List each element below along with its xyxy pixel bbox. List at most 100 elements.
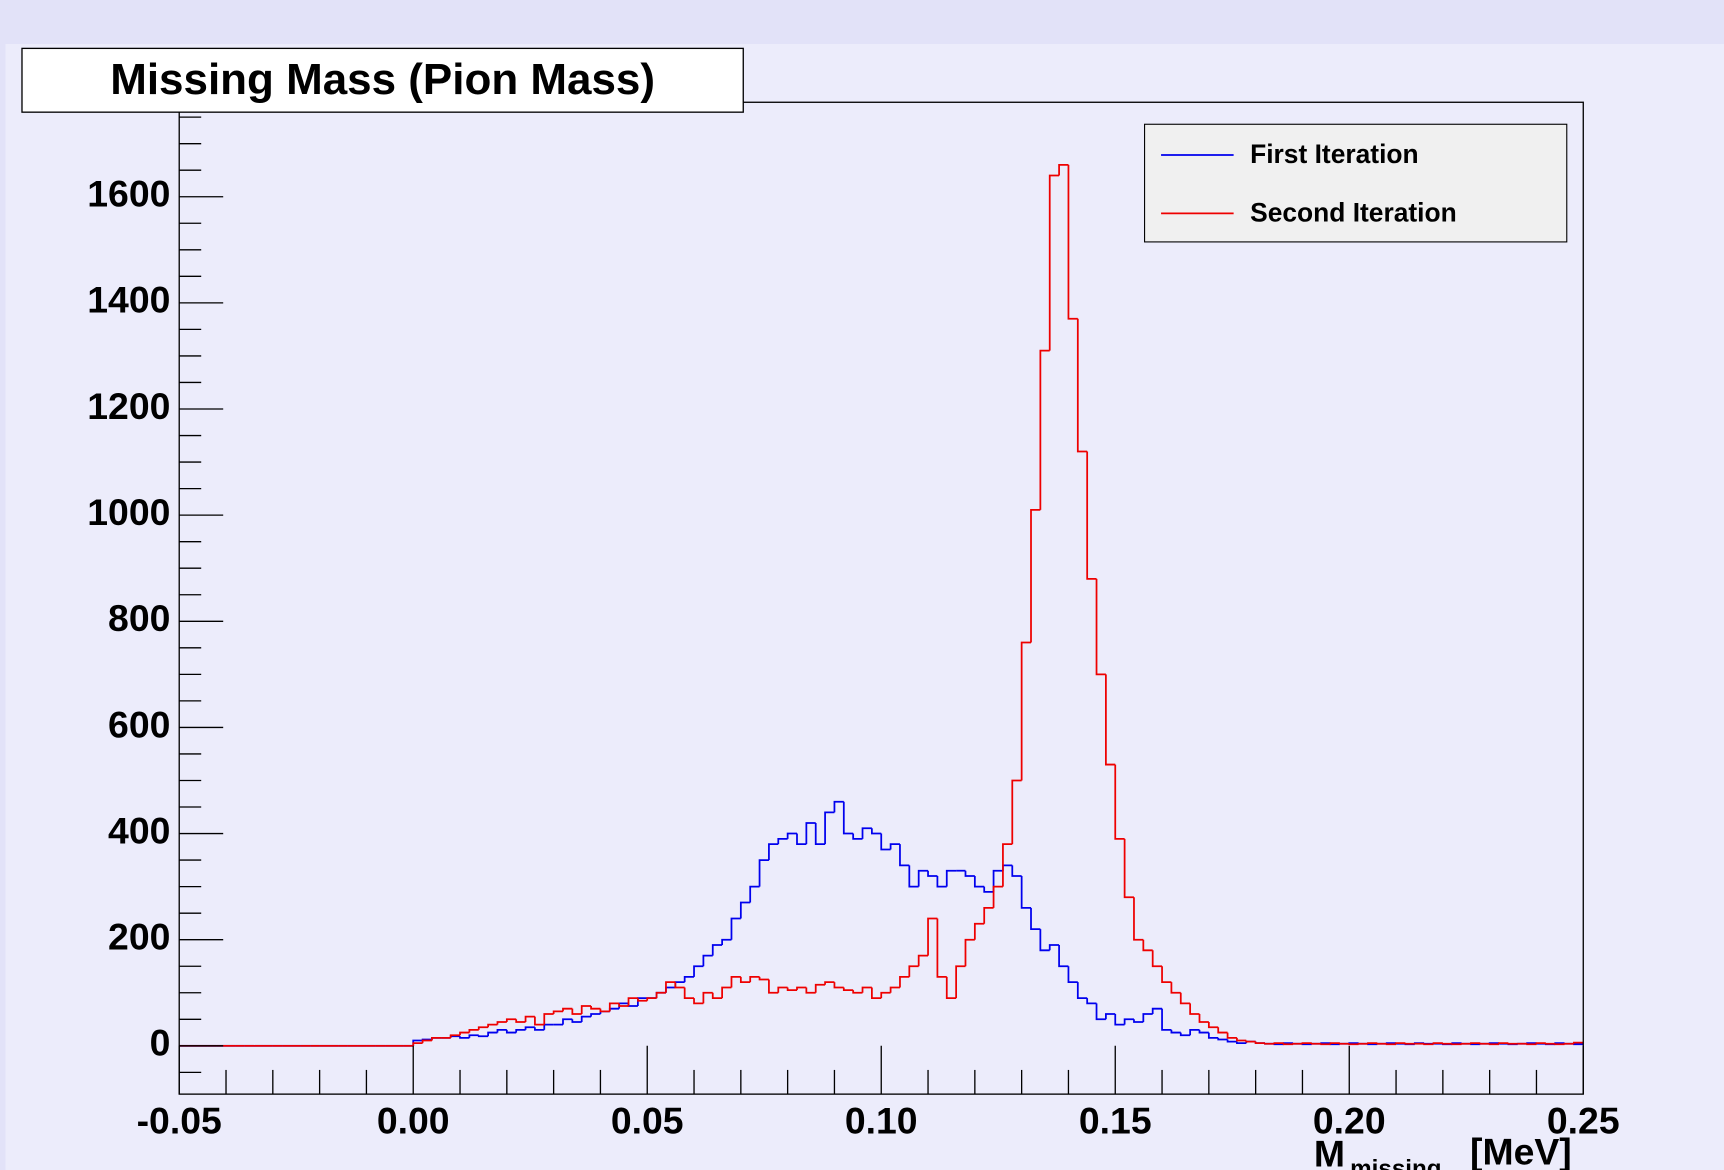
histogram-bin [431,1036,442,1041]
histogram-bin [964,870,975,877]
histogram-bin [1095,1003,1106,1021]
histogram-bin [1432,1042,1443,1045]
histogram-bin [786,987,797,991]
histogram-bin [1507,1042,1518,1045]
histogram-bin [1076,318,1088,453]
histogram-bin [1133,897,1144,941]
histogram-bin [824,981,835,985]
histogram-bin [1245,1040,1256,1043]
histogram-bin [805,822,816,845]
histogram-bin [693,965,704,977]
title-box [21,47,744,113]
histogram-bin [505,1018,517,1022]
histogram-bin [1086,998,1097,1005]
x-axis-label-sub: missing [1350,1155,1441,1170]
histogram-bin [1198,1029,1209,1034]
legend-box [1144,123,1568,243]
histogram-bin [515,1019,526,1023]
histogram-bin [871,987,882,999]
histogram-bin [515,1029,526,1033]
histogram-bin [1179,1032,1191,1037]
histogram-bin [973,876,985,888]
histogram-bin [459,1036,470,1039]
histogram-bin [1479,1042,1490,1045]
y-tick-label: 200 [108,916,170,958]
y-tick-label: 1000 [87,491,170,533]
histogram-bin [1535,1042,1546,1045]
histogram-bin [1207,1032,1219,1039]
histogram-bin [1226,1032,1237,1039]
histogram-bin [1320,1043,1331,1046]
histogram-bin [468,1034,479,1038]
left-band [0,43,6,1170]
histogram-bin [1207,1021,1219,1029]
histogram-bin [1367,1042,1378,1045]
histogram-bin [468,1029,479,1033]
histogram-bin [421,1039,432,1044]
histogram-bin [665,986,676,993]
histogram-bin [861,827,872,839]
histogram-bin [618,1003,629,1007]
histogram-bin [1048,174,1060,351]
histogram-bin [1385,1043,1397,1046]
histogram-bin [590,1006,601,1010]
histogram-bin [833,800,844,813]
histogram-bin [1142,939,1153,952]
histogram-bin [852,990,863,994]
histogram-bin [945,976,957,999]
histogram-bin [1217,1037,1228,1041]
histogram-bin [992,869,1003,892]
histogram-bin [1236,1037,1247,1042]
histogram-bin [1114,1013,1125,1026]
histogram-bin [964,938,975,967]
histogram-bin [711,944,723,956]
histogram-bin [571,1008,582,1015]
histogram-bin [702,954,713,967]
histogram-bin [796,833,807,846]
histogram-bin [1020,876,1032,909]
histogram-bin [674,982,685,989]
histogram-bin [927,870,938,877]
y-tick-label: 400 [108,809,170,851]
histogram-bin [1339,1042,1350,1045]
histogram-bin [562,1007,573,1012]
histogram-bin [1123,1018,1134,1025]
histogram-bin [1563,1042,1574,1045]
histogram-bin [1142,1013,1153,1022]
histogram-bin [1348,1043,1359,1046]
histogram-bin [1273,1042,1284,1045]
histogram-bin [1292,1042,1303,1045]
histogram-bin [627,997,638,1007]
histogram-bin [487,1031,498,1037]
histogram-bin [721,986,732,999]
histogram-bin [1170,1029,1181,1034]
x-tick-label: 0.00 [377,1100,450,1142]
x-tick-label: 0.20 [1313,1100,1386,1142]
legend: First Iteration Second Iteration [1161,139,1457,227]
histogram-bin [1076,982,1088,999]
histogram-bin [796,986,807,991]
histogram-bin [936,918,947,978]
histogram-bin [608,1002,620,1012]
histogram-bin [1161,1008,1172,1031]
histogram-bin [739,901,751,919]
histogram-bin [805,987,816,994]
histogram-bin [1544,1042,1556,1045]
histogram-bin [1573,1043,1584,1046]
histogram-bin [842,801,854,835]
histogram-bin [1020,641,1032,781]
histogram-bin [477,1035,489,1038]
histogram-bin [889,986,900,993]
histogram-bin [1105,674,1116,766]
histogram-bin [693,998,704,1005]
histogram-bin [1217,1027,1228,1034]
histogram-bin [749,885,760,903]
histogram-bin [1114,764,1125,840]
histogram-bin [449,1034,461,1038]
histogram-bin [665,981,676,993]
histogram-bin [599,1008,610,1013]
histogram-bin [833,982,844,989]
histogram-bin [1189,1003,1200,1015]
histogram-bin [1395,1042,1406,1045]
histogram-bin [636,997,648,1007]
